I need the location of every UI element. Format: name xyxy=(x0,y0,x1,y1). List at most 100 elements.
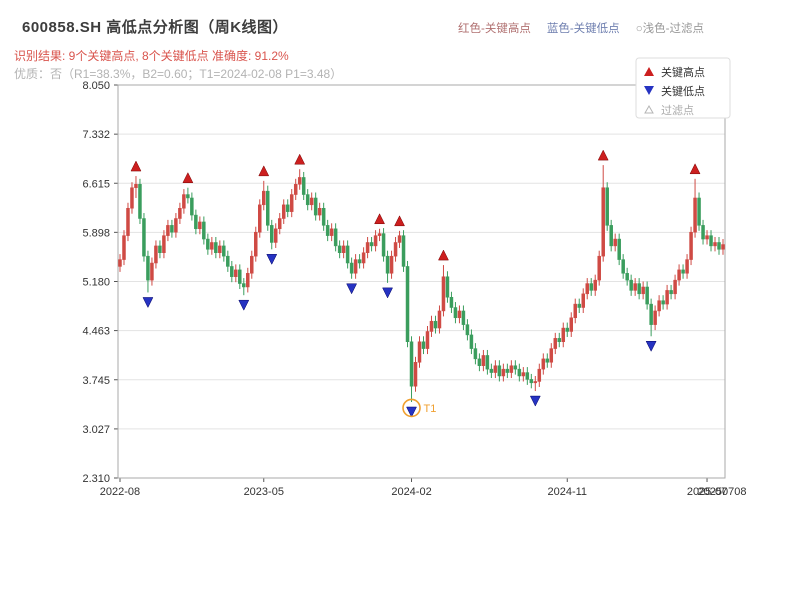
legend-key-high-label: 红色-关键高点 xyxy=(458,23,531,35)
candle-body xyxy=(429,320,434,332)
page-title: 600858.SH 高低点分析图（周K线图） xyxy=(22,19,289,36)
legend-item-label: 关键高点 xyxy=(661,65,705,79)
candle-body xyxy=(501,368,506,377)
candle-body xyxy=(329,228,334,236)
key-low-marker xyxy=(142,297,154,309)
candle-body xyxy=(605,187,609,226)
candle-body xyxy=(309,197,314,206)
candle-body xyxy=(122,235,126,260)
y-tick-label: 8.050 xyxy=(82,80,110,92)
candle-body xyxy=(218,245,222,253)
y-tick-label: 7.332 xyxy=(82,129,110,141)
candle-body xyxy=(397,235,402,243)
candle-body xyxy=(701,225,705,240)
candle-body xyxy=(685,259,689,274)
candle-body xyxy=(285,204,290,212)
candle-body xyxy=(489,368,494,373)
candle-body xyxy=(317,207,322,216)
candle-body xyxy=(665,290,669,305)
candle-body xyxy=(613,238,617,247)
candle-body xyxy=(485,355,490,370)
candle-body xyxy=(186,194,190,199)
candle-body xyxy=(425,331,430,349)
candle-body xyxy=(549,348,554,363)
candle-body xyxy=(417,341,422,363)
candle-body xyxy=(625,273,629,281)
candle-body xyxy=(222,245,226,257)
key-low-marker xyxy=(382,287,393,299)
y-tick-label: 6.615 xyxy=(82,178,110,190)
candle-body xyxy=(405,266,410,343)
candle-body xyxy=(325,225,330,236)
candle-body xyxy=(649,303,653,325)
key-low-marker xyxy=(238,299,250,311)
candle-body xyxy=(617,238,621,260)
candle-body xyxy=(126,207,130,236)
candle-body xyxy=(521,372,526,377)
candle-body xyxy=(593,279,597,291)
candle-body xyxy=(561,327,566,343)
x-tick-label: 2024-11 xyxy=(547,486,587,498)
candle-body xyxy=(465,324,470,336)
top-legend: 红色-关键高点 蓝色-关键低点 ○浅色-过滤点 xyxy=(458,20,704,36)
candle-body xyxy=(681,269,685,274)
candle-body xyxy=(697,197,701,226)
candle-body xyxy=(409,341,414,387)
candle-body xyxy=(174,218,178,233)
candle-body xyxy=(266,190,270,226)
quality-line: 优质：否（R1=38.3%，B2=0.60；T1=2024-02-08 P1=3… xyxy=(14,67,343,81)
x-tick-label: 2022-08 xyxy=(100,486,140,498)
candle-body xyxy=(373,235,378,247)
candle-body xyxy=(230,266,234,277)
candle-body xyxy=(457,310,462,319)
candle-body xyxy=(609,225,613,247)
candle-body xyxy=(693,197,697,233)
y-tick-label: 5.898 xyxy=(82,227,110,239)
candle-body xyxy=(146,255,150,281)
candle-body xyxy=(565,327,570,332)
candle-body xyxy=(293,184,298,195)
candle-body xyxy=(365,242,370,253)
candle-body xyxy=(345,245,350,264)
key-high-marker xyxy=(130,160,142,172)
key-high-marker xyxy=(689,163,701,175)
right-edge-date-label: 20250708 xyxy=(698,486,747,498)
key-high-marker xyxy=(597,149,609,161)
x-tick-label: 2025-07 xyxy=(687,486,727,498)
candle-body xyxy=(445,276,450,298)
y-tick-label: 5.180 xyxy=(82,277,110,289)
candle-body xyxy=(273,228,278,243)
candle-body xyxy=(581,293,585,308)
candle-body xyxy=(657,300,661,312)
candle-body xyxy=(621,259,625,274)
key-high-marker xyxy=(374,213,385,225)
x-tick-label: 2024-02 xyxy=(391,486,431,498)
candle-body xyxy=(633,283,637,291)
candle-body xyxy=(210,242,214,250)
candle-body xyxy=(721,244,725,250)
candle-body xyxy=(250,255,254,274)
candle-body xyxy=(545,358,550,363)
legend-item-label: 关键低点 xyxy=(661,84,705,98)
candle-body xyxy=(677,269,681,281)
candle-body xyxy=(497,365,502,377)
candle-body xyxy=(629,279,633,291)
candle-body xyxy=(162,235,166,253)
y-tick-label: 3.745 xyxy=(82,375,110,387)
candle-body xyxy=(557,338,562,343)
candle-body xyxy=(130,187,134,209)
candle-body xyxy=(377,233,382,236)
candle-body xyxy=(477,358,482,366)
candle-body xyxy=(262,190,266,206)
key-high-marker xyxy=(258,165,270,177)
legend-key-low-label: 蓝色-关键低点 xyxy=(546,23,620,35)
candle-body xyxy=(585,283,589,295)
candle-body xyxy=(645,286,649,305)
candle-body xyxy=(118,259,122,267)
t1-circle xyxy=(402,398,421,418)
candle-body xyxy=(525,372,530,380)
y-tick-label: 3.027 xyxy=(82,424,110,436)
legend-filtered-label: ○浅色-过滤点 xyxy=(635,23,704,35)
candle-body xyxy=(238,269,242,284)
